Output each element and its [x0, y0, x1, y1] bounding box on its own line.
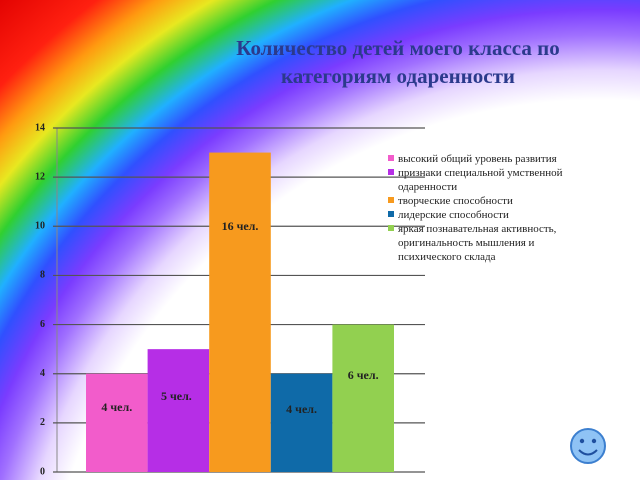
- y-tick-label: 6: [40, 319, 45, 330]
- y-tick-label: 4: [40, 368, 45, 379]
- legend-swatch: [388, 225, 394, 231]
- legend-entry: признаки специальной умственной одаренно…: [386, 166, 596, 194]
- y-tick-label: 12: [35, 171, 45, 182]
- y-tick-label: 14: [35, 122, 45, 133]
- legend-entry: яркая познавательная активность, оригина…: [386, 222, 596, 264]
- legend: высокий общий уровень развития признаки с…: [386, 152, 596, 264]
- chart-title: Количество детей моего класса по категор…: [236, 36, 560, 88]
- legend-swatch: [388, 169, 394, 175]
- legend-label: лидерские способности: [398, 209, 509, 221]
- y-tick-label: 8: [40, 270, 45, 281]
- smiley: [570, 428, 606, 464]
- legend-swatch: [388, 155, 394, 161]
- bar: [332, 324, 394, 472]
- bar-annotation: 16 чел.: [222, 219, 259, 233]
- bar: [209, 152, 271, 473]
- legend-swatch: [388, 211, 394, 217]
- legend-entry: творческие способности: [386, 194, 596, 208]
- legend-entry: лидерские способности: [386, 208, 596, 222]
- y-tick-label: 0: [40, 466, 45, 477]
- bar-annotation: 5 чел.: [161, 389, 192, 403]
- legend-label: творческие способности: [398, 195, 513, 207]
- bar: [270, 373, 333, 472]
- y-tick-label: 10: [35, 221, 45, 232]
- bar-annotation: 4 чел.: [101, 400, 132, 414]
- legend-entry: высокий общий уровень развития: [386, 152, 596, 166]
- bar-annotation: 4 чел.: [286, 402, 317, 416]
- y-tick-label: 2: [40, 417, 45, 428]
- legend-swatch: [388, 197, 394, 203]
- bar: [147, 349, 210, 472]
- bar: [86, 373, 148, 472]
- legend-label: высокий общий уровень развития: [398, 153, 557, 165]
- legend-label: яркая познавательная активность, оригина…: [398, 223, 557, 263]
- legend-label: признаки специальной умственной одаренно…: [398, 167, 563, 193]
- bar-annotation: 6 чел.: [348, 368, 379, 382]
